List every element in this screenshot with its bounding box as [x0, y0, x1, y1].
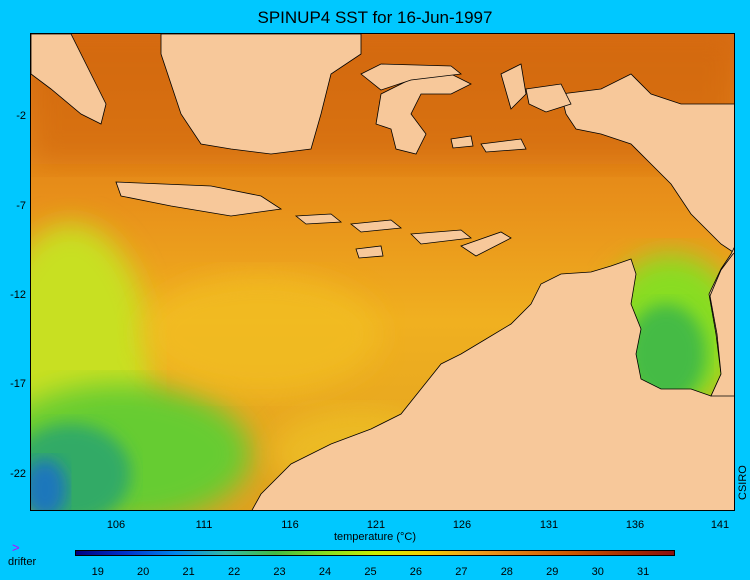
y-axis-label: -2	[16, 110, 26, 122]
colorbar-tick-label: 27	[455, 566, 468, 578]
land-buru	[450, 135, 474, 149]
gulf-cold-water	[626, 304, 706, 404]
colorbar-tick-label: 23	[273, 566, 286, 578]
y-axis-label: -12	[10, 289, 26, 301]
colorbar-tick-label: 30	[591, 566, 604, 578]
x-axis-label: 141	[710, 519, 730, 531]
land-sumba	[355, 245, 384, 259]
y-axis-label: -17	[10, 378, 26, 390]
colorbar-tick-label: 25	[364, 566, 377, 578]
colorbar-tick-label: 24	[318, 566, 332, 578]
credit-label: CSIRO	[737, 465, 749, 500]
x-axis-label: 116	[281, 519, 299, 531]
colorbar-tick-label: 28	[500, 566, 513, 578]
y-axis-label: -22	[10, 468, 26, 480]
land	[31, 34, 734, 510]
land-new-guinea	[560, 73, 734, 254]
colorbar-title: temperature (°C)	[333, 531, 417, 543]
colorbar-tick-label: 31	[637, 566, 650, 578]
x-axis-label: 126	[452, 519, 472, 531]
sst-field	[31, 34, 734, 510]
land-birds-head	[525, 83, 572, 113]
land-sumbawa	[349, 219, 403, 233]
land-seram	[480, 138, 527, 153]
sst-map	[30, 33, 735, 511]
drifter-legend-label: drifter	[8, 556, 37, 568]
land-flores	[410, 229, 472, 245]
x-axis-label: 131	[539, 519, 559, 531]
land-sulawesi-north	[360, 63, 462, 91]
land-bali-lombok	[294, 213, 343, 225]
drifter-marker-icon: >	[12, 540, 20, 555]
land-cape-york	[709, 252, 734, 397]
x-axis-label: 121	[366, 519, 386, 531]
land-timor	[460, 231, 512, 257]
map-title: SPINUP4 SST for 16-Jun-1997	[257, 8, 493, 27]
colorbar-tick-label: 26	[409, 566, 423, 578]
colorbar-tick-label: 19	[91, 566, 104, 578]
land-halmahera	[500, 63, 527, 110]
colorbar-tick-label: 29	[546, 566, 559, 578]
land-java	[115, 181, 283, 217]
eddy-central	[141, 274, 381, 394]
land-sumatra	[31, 34, 107, 125]
x-axis-label: 111	[195, 519, 213, 531]
x-axis-label: 106	[106, 519, 126, 531]
colorbar-tick-label: 20	[137, 566, 150, 578]
coldest-water	[31, 459, 67, 510]
colorbar-tick-label: 21	[182, 566, 195, 578]
colorbar-tick-label: 22	[227, 566, 241, 578]
y-axis-label: -7	[16, 200, 26, 212]
colorbar	[75, 550, 675, 556]
land-borneo	[160, 34, 362, 155]
x-axis-label: 136	[625, 519, 645, 531]
